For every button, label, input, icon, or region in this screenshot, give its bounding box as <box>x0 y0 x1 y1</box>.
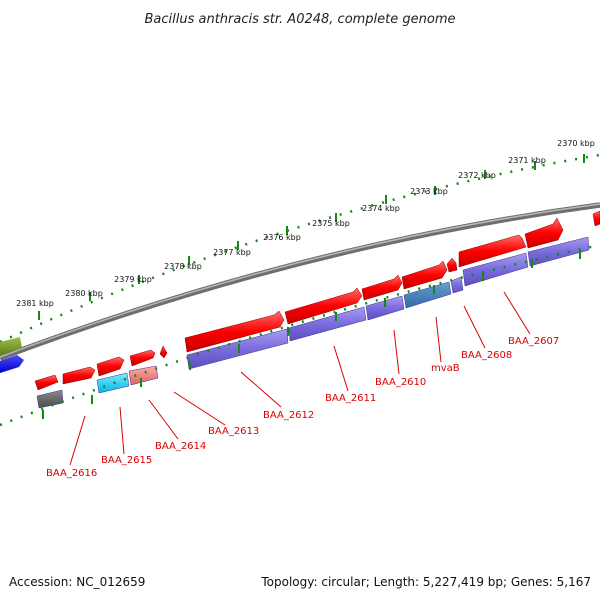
cds-feature <box>129 349 156 367</box>
tick-label: 2381 kbp <box>16 299 54 308</box>
protein-feature <box>450 276 464 294</box>
cds-feature <box>446 257 458 273</box>
genome-backbone-highlight <box>0 203 600 358</box>
cds-feature <box>361 274 403 301</box>
tick-label: 2375 kbp <box>312 219 350 228</box>
leader-line <box>333 345 349 392</box>
cds-feature <box>159 345 168 359</box>
cds-feature <box>96 356 125 377</box>
leader-line <box>119 406 125 455</box>
leader-line <box>503 291 531 335</box>
cds-feature <box>524 217 564 249</box>
cds-feature <box>62 366 96 385</box>
tick-label: 2371 kbp <box>508 156 546 165</box>
gene-label[interactable]: BAA_2611 <box>325 393 376 404</box>
gene-label[interactable]: BAA_2615 <box>101 455 152 466</box>
leader-line <box>240 371 282 408</box>
tick-label: 2372 kbp <box>458 171 496 180</box>
protein-feature <box>527 236 590 267</box>
gene-label-leaders <box>69 291 531 466</box>
cds-feature-edge <box>592 210 600 227</box>
tick-label: 2378 kbp <box>164 262 202 271</box>
protein-feature <box>186 328 289 370</box>
gene-label[interactable]: BAA_2613 <box>208 426 259 437</box>
cds-feature <box>401 260 448 290</box>
gene-label[interactable]: BAA_2612 <box>263 410 314 421</box>
gene-labels: BAA_2607 BAA_2608 mvaB BAA_2610 BAA_2611… <box>46 336 559 479</box>
leader-line <box>173 391 226 426</box>
tick-label: 2377 kbp <box>213 248 251 257</box>
feature-olive <box>0 337 22 355</box>
gene-label[interactable]: BAA_2614 <box>155 441 206 452</box>
tick-label: 2376 kbp <box>263 233 301 242</box>
accession-text: Accession: NC_012659 <box>9 575 145 589</box>
leader-line <box>393 329 400 375</box>
cds-feature <box>184 310 285 353</box>
gene-label[interactable]: BAA_2616 <box>46 468 97 479</box>
inner-ruler-track <box>0 243 600 427</box>
tick-label: 2374 kbp <box>362 204 400 213</box>
protein-feature <box>365 295 405 321</box>
feature-blue <box>0 355 24 373</box>
gene-label[interactable]: BAA_2607 <box>508 336 559 347</box>
cds-feature <box>284 287 363 325</box>
tick-label: 2373 kbp <box>410 187 448 196</box>
genome-backbone <box>0 202 600 361</box>
ruler-major-ticks <box>38 154 585 320</box>
cds-feature <box>458 234 527 268</box>
protein-track <box>36 236 590 409</box>
inner-ruler-ticks <box>42 250 581 419</box>
protein-feature <box>462 252 529 287</box>
tick-label: 2379 kbp <box>114 275 152 284</box>
map-title: Bacillus anthracis str. A0248, complete … <box>144 12 455 27</box>
left-edge-features <box>0 337 24 373</box>
cds-feature <box>34 374 59 391</box>
forward-cds-track <box>34 210 600 391</box>
protein-feature-cyan <box>96 372 130 394</box>
gene-label[interactable]: BAA_2610 <box>375 377 426 388</box>
ruler-tick-labels: 2370 kbp 2371 kbp 2372 kbp 2373 kbp 2374… <box>16 139 595 308</box>
tick-label: 2370 kbp <box>557 139 595 148</box>
protein-feature <box>288 306 367 342</box>
leader-line <box>435 316 442 363</box>
protein-feature-grey <box>36 389 64 409</box>
leader-line <box>69 415 86 466</box>
topology-text: Topology: circular; Length: 5,227,419 bp… <box>260 575 591 589</box>
protein-feature-pink <box>128 365 159 386</box>
tick-label: 2380 kbp <box>65 289 103 298</box>
leader-line <box>463 305 486 349</box>
gene-label[interactable]: mvaB <box>431 363 460 374</box>
leader-line <box>148 399 179 440</box>
gene-label[interactable]: BAA_2608 <box>461 350 512 361</box>
